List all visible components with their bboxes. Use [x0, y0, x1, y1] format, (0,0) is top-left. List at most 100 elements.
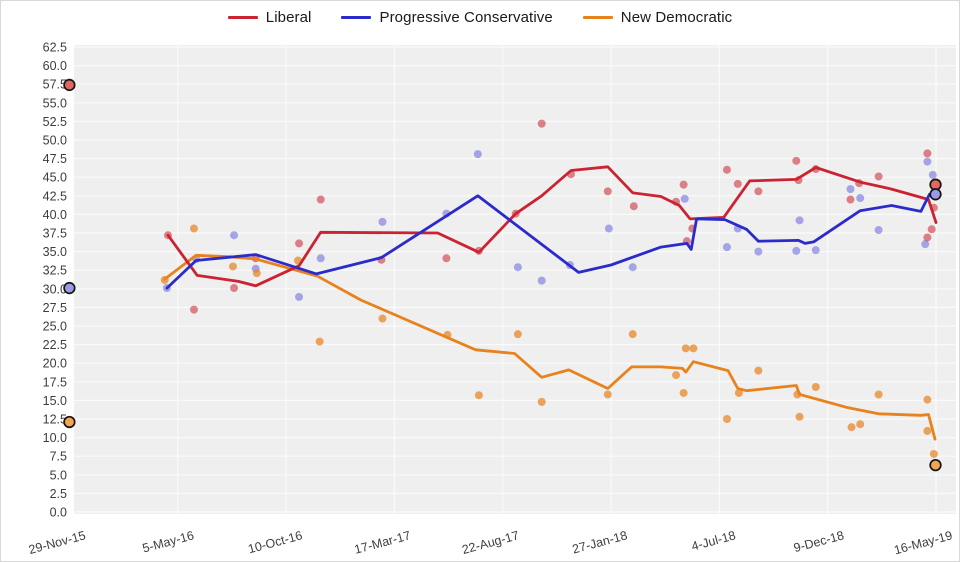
poll-dot-liberal	[189, 305, 198, 314]
poll-dot-new-democratic	[679, 388, 688, 397]
y-tick-label: 37.5	[43, 227, 67, 241]
poll-dot-new-democratic	[923, 395, 932, 404]
y-tick-label: 52.5	[43, 115, 67, 129]
poll-dot-progressive-conservative	[921, 240, 930, 249]
y-tick-label: 40.0	[43, 208, 67, 222]
x-tick-label: 9-Dec-18	[792, 528, 845, 555]
trend-line-liberal	[166, 165, 938, 288]
poll-dot-progressive-conservative	[846, 185, 855, 194]
poll-dot-new-democratic	[874, 390, 883, 399]
x-axis-labels: 29-Nov-15 5-May-16 10-Oct-16 17-Mar-17 22-Au…	[27, 528, 954, 557]
chart-legend: Liberal Progressive Conservative New Dem…	[1, 9, 959, 26]
y-tick-label: 35.0	[43, 245, 67, 259]
poll-dot-liberal	[316, 195, 325, 204]
poll-dot-liberal	[679, 180, 688, 189]
y-tick-label: 15.0	[43, 394, 67, 408]
poll-dot-new-democratic	[929, 449, 938, 458]
trend-line-new-democratic	[163, 253, 937, 441]
y-tick-label: 50.0	[43, 134, 67, 148]
y-tick-label: 47.5	[43, 152, 67, 166]
poll-dot-new-democratic	[474, 391, 483, 400]
y-tick-label: 25.0	[43, 320, 67, 334]
poll-dot-progressive-conservative	[792, 246, 801, 255]
legend-item-liberal: Liberal	[227, 9, 312, 26]
poll-dot-new-democratic	[689, 344, 698, 353]
election-markers-progressive-conservative	[63, 188, 942, 295]
x-tick-label: 27-Jan-18	[571, 528, 629, 556]
poll-dot-new-democratic	[722, 415, 731, 423]
poll-dot-new-democratic	[603, 390, 612, 399]
poll-dot-progressive-conservative	[754, 247, 763, 256]
y-tick-label: 0.0	[50, 506, 67, 520]
y-tick-label: 57.5	[43, 78, 67, 92]
trend-line-progressive-conservative	[165, 192, 931, 290]
poll-dot-progressive-conservative	[874, 226, 883, 235]
poll-dot-new-democratic	[672, 371, 681, 380]
election-marker-progressive-conservative	[63, 281, 76, 295]
x-tick-label: 17-Mar-17	[353, 528, 412, 556]
poll-dot-new-democratic	[189, 224, 198, 233]
y-tick-label: 10.0	[43, 431, 67, 445]
y-tick-label: 42.5	[43, 189, 67, 203]
poll-dot-progressive-conservative	[680, 194, 689, 203]
poll-dot-progressive-conservative	[811, 246, 820, 255]
y-tick-label: 7.5	[50, 450, 67, 464]
y-tick-label: 30.0	[43, 282, 67, 296]
legend-label-liberal: Liberal	[265, 9, 312, 26]
y-tick-label: 12.5	[43, 413, 67, 427]
poll-dot-new-democratic	[923, 426, 932, 435]
plot-background	[74, 45, 956, 514]
y-axis-labels: 0.0 2.5 5.0 7.5 10.0 12.5 15.0 17.5 20.0 22.5 25.0…	[43, 41, 67, 520]
y-tick-label: 45.0	[43, 171, 67, 185]
poll-dot-liberal	[846, 195, 855, 204]
x-tick-label: 5-May-16	[141, 528, 196, 555]
poll-dot-liberal	[537, 119, 546, 128]
poll-dot-progressive-conservative	[295, 292, 304, 301]
legend-item-new-democratic: New Democratic	[582, 9, 733, 26]
y-tick-label: 17.5	[43, 375, 67, 389]
poll-dot-new-democratic	[513, 330, 522, 339]
poll-dot-progressive-conservative	[856, 194, 865, 203]
poll-dot-liberal	[923, 233, 932, 242]
poll-dot-new-democratic	[795, 412, 804, 421]
poll-dot-new-democratic	[811, 383, 820, 392]
y-tick-label: 20.0	[43, 357, 67, 371]
y-tick-label: 5.0	[50, 468, 67, 482]
legend-label-new-democratic: New Democratic	[620, 9, 733, 26]
poll-dot-new-democratic	[228, 262, 237, 271]
poll-dot-progressive-conservative	[513, 263, 522, 272]
poll-dot-liberal	[923, 149, 932, 158]
election-markers-new-democratic	[63, 415, 942, 472]
poll-dot-new-democratic	[315, 337, 324, 346]
poll-dot-liberal	[927, 225, 936, 234]
poll-dot-new-democratic	[856, 420, 865, 429]
poll-dot-liberal	[722, 165, 731, 174]
election-marker-new-democratic	[63, 415, 76, 429]
poll-dot-progressive-conservative	[928, 170, 937, 179]
poll-dot-new-democratic	[628, 330, 637, 339]
poll-dot-new-democratic	[754, 366, 763, 375]
poll-dot-progressive-conservative	[923, 157, 932, 166]
poll-dot-progressive-conservative	[628, 263, 637, 272]
poll-dot-new-democratic	[378, 314, 387, 323]
poll-dot-liberal	[442, 254, 451, 263]
y-tick-label: 60.0	[43, 59, 67, 73]
poll-dot-progressive-conservative	[378, 217, 387, 226]
poll-dot-liberal	[603, 187, 612, 196]
y-tick-label: 55.0	[43, 96, 67, 110]
legend-label-progressive-conservative: Progressive Conservative	[379, 9, 553, 26]
poll-dot-progressive-conservative	[604, 224, 613, 233]
poll-dot-liberal	[754, 187, 763, 196]
poll-dot-liberal	[733, 179, 742, 188]
election-marker-new-democratic	[929, 458, 942, 472]
poll-dots-new-democratic	[160, 224, 938, 458]
poll-dot-progressive-conservative	[473, 150, 482, 159]
poll-dot-liberal	[874, 172, 883, 181]
legend-swatch-progressive-conservative	[341, 16, 372, 19]
poll-dot-new-democratic	[252, 269, 261, 278]
poll-dot-liberal	[230, 284, 239, 293]
election-markers-liberal	[63, 78, 942, 191]
x-tick-label: 29-Nov-15	[27, 528, 87, 557]
